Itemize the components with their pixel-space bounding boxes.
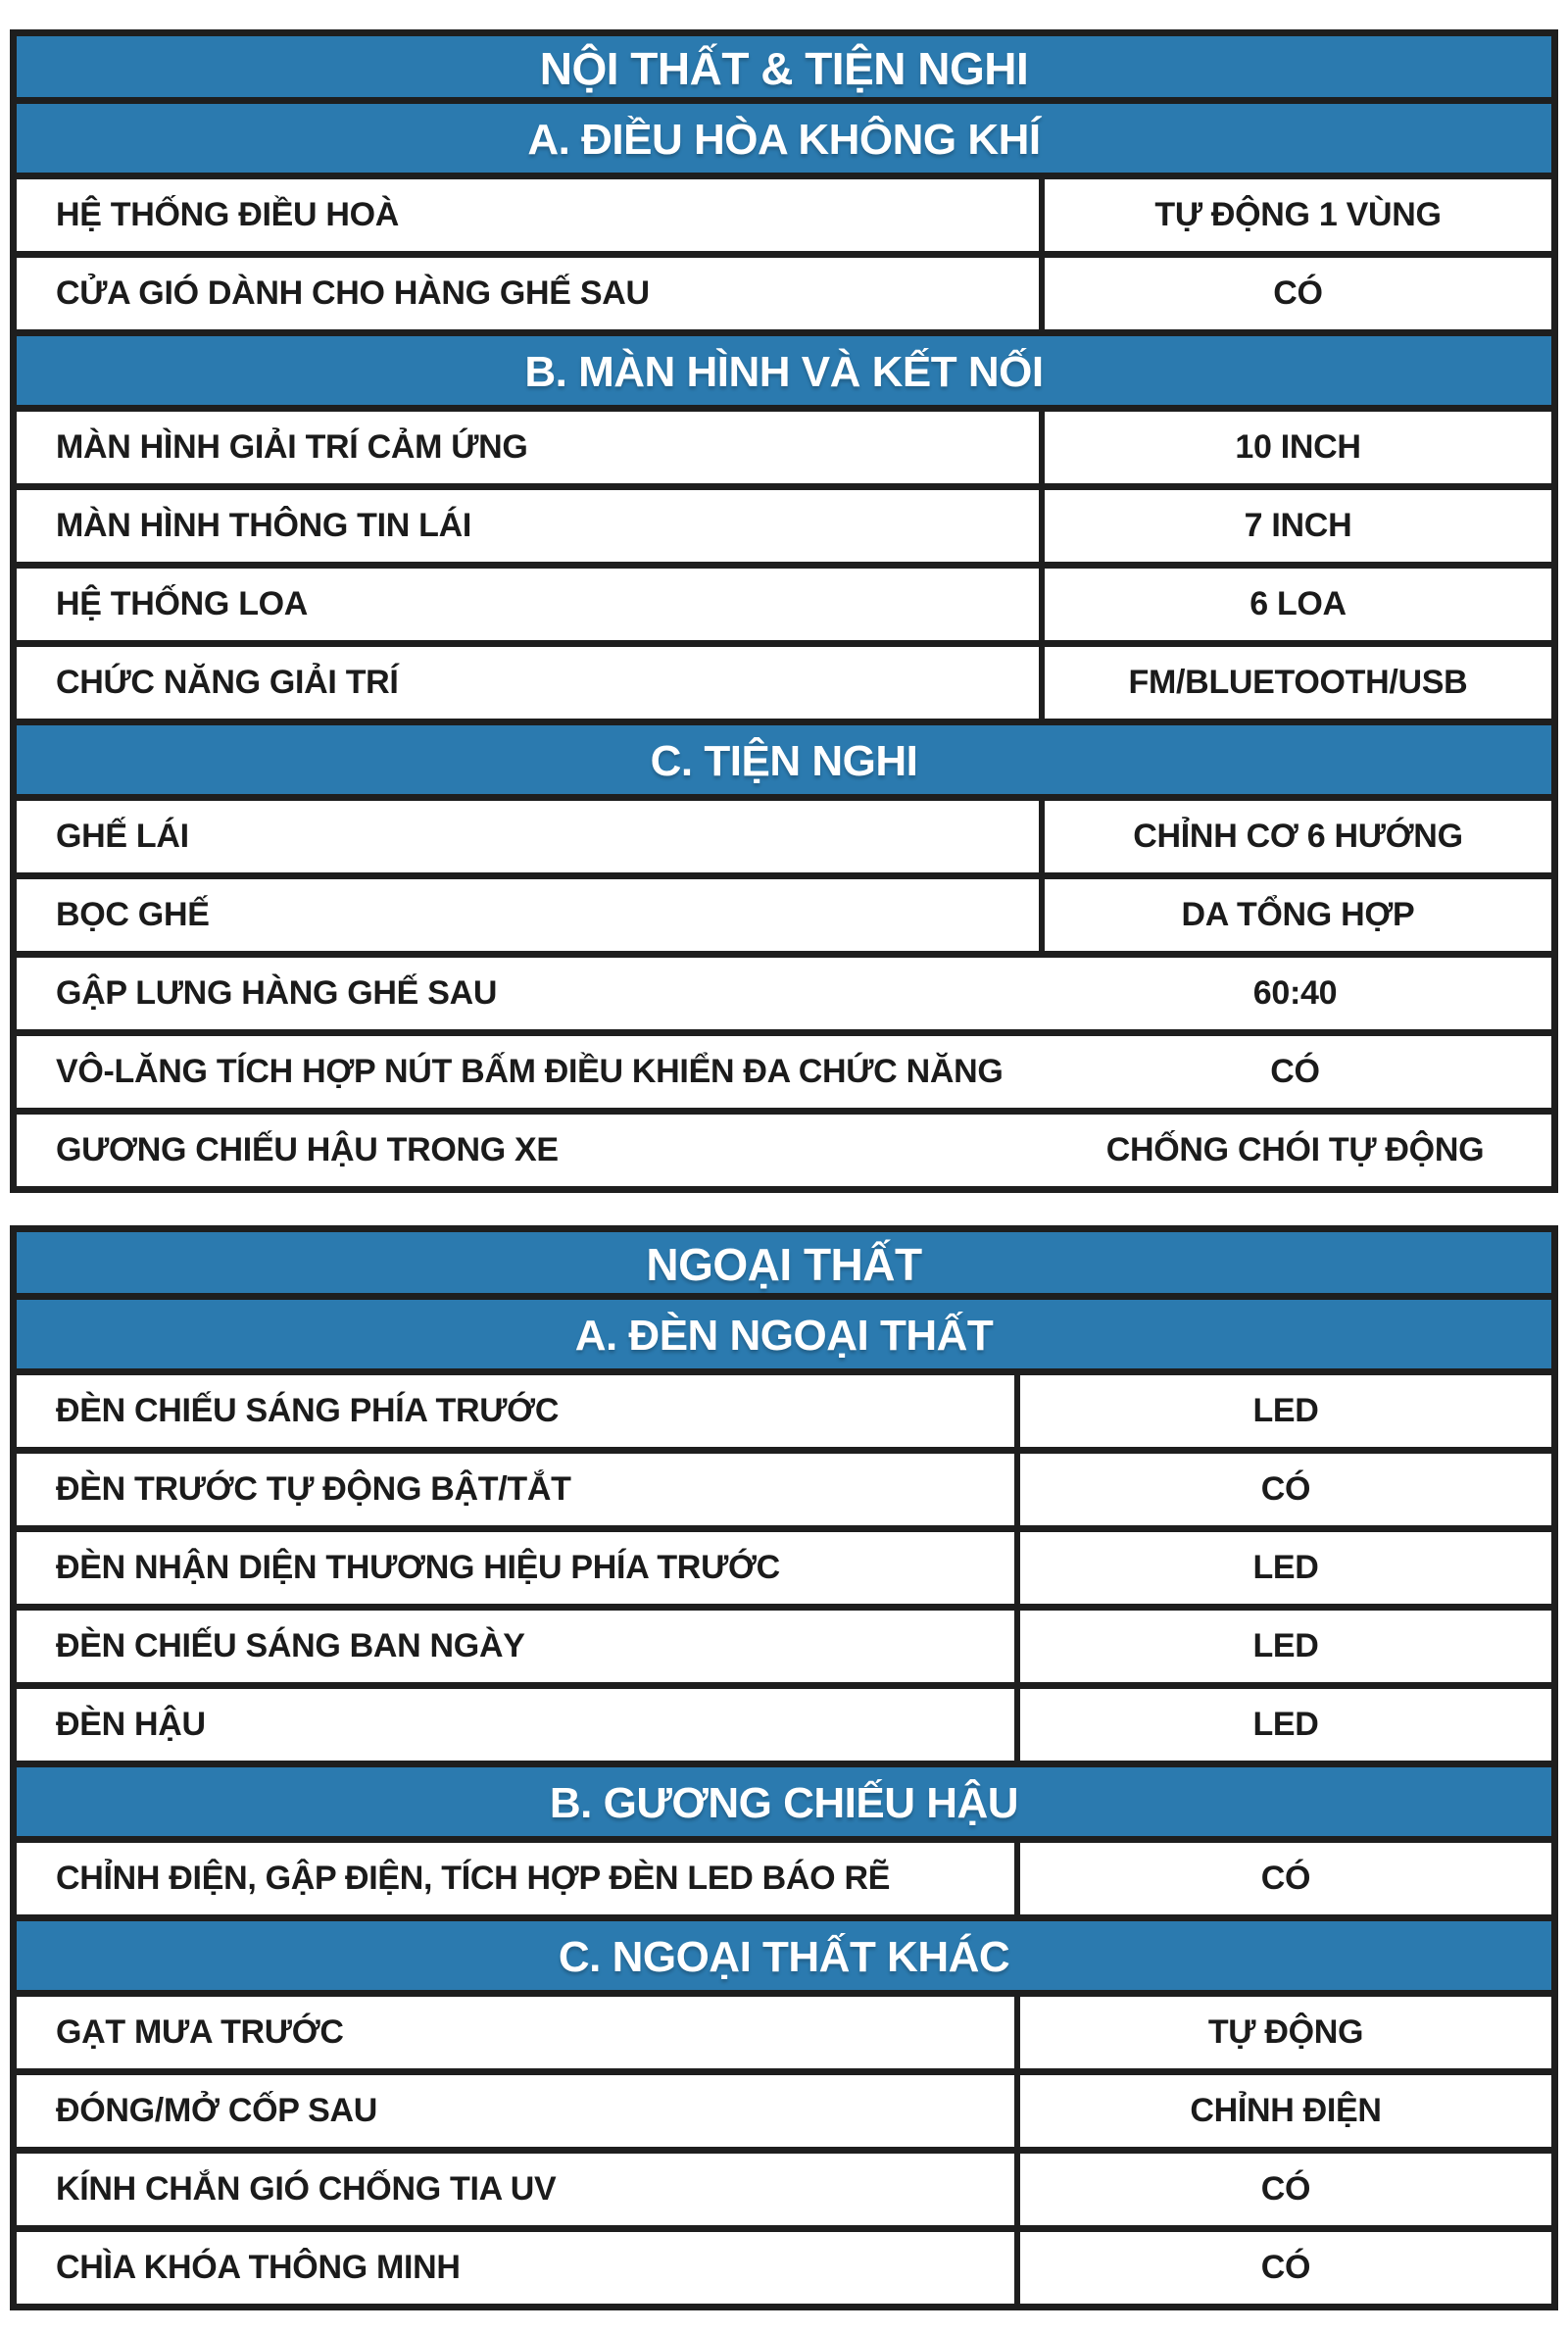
spec-row: KÍNH CHẮN GIÓ CHỐNG TIA UV CÓ: [17, 2154, 1551, 2232]
spec-row: VÔ-LĂNG TÍCH HỢP NÚT BẤM ĐIỀU KHIỂN ĐA C…: [17, 1036, 1551, 1115]
section-heading: A. ĐÈN NGOẠI THẤT: [574, 1312, 994, 1360]
spec-label: CỬA GIÓ DÀNH CHO HÀNG GHẾ SAU: [56, 273, 650, 312]
spec-row: BỌC GHẾ DA TỔNG HỢP: [17, 879, 1551, 958]
interior-comfort-table: NỘI THẤT & TIỆN NGHI A. ĐIỀU HÒA KHÔNG KH…: [10, 29, 1558, 1193]
spec-row: MÀN HÌNH THÔNG TIN LÁI 7 INCH: [17, 490, 1551, 569]
section-header-row: B. MÀN HÌNH VÀ KẾT NỐI: [17, 336, 1551, 412]
spec-label: HỆ THỐNG LOA: [56, 584, 309, 622]
section-heading: C. NGOẠI THẤT KHÁC: [558, 1933, 1010, 1981]
spec-row: ĐÓNG/MỞ CỐP SAU CHỈNH ĐIỆN: [17, 2075, 1551, 2154]
spec-value: CÓ: [1014, 2154, 1551, 2225]
section-heading: B. MÀN HÌNH VÀ KẾT NỐI: [524, 348, 1044, 396]
spec-value: CÓ: [1014, 1454, 1551, 1525]
spec-value: 60:40: [1252, 973, 1338, 1012]
spec-value: 10 INCH: [1039, 412, 1551, 483]
spec-value: LED: [1014, 1532, 1551, 1604]
spec-label: GƯƠNG CHIẾU HẬU TRONG XE: [56, 1130, 559, 1168]
spec-value: CÓ: [1014, 2232, 1551, 2304]
spec-value: CHỐNG CHÓI TỰ ĐỘNG: [1105, 1130, 1485, 1168]
spec-row: CHỨC NĂNG GIẢI TRÍ FM/BLUETOOTH/USB: [17, 647, 1551, 725]
spec-label: MÀN HÌNH THÔNG TIN LÁI: [56, 506, 472, 544]
section-heading: A. ĐIỀU HÒA KHÔNG KHÍ: [527, 116, 1041, 164]
table-title-row: NGOẠI THẤT: [17, 1232, 1551, 1300]
spec-label: ĐÈN TRƯỚC TỰ ĐỘNG BẬT/TẮT: [56, 1469, 571, 1508]
spec-label: VÔ-LĂNG TÍCH HỢP NÚT BẤM ĐIỀU KHIỂN ĐA C…: [56, 1052, 1004, 1090]
section-heading: C. TIỆN NGHI: [650, 737, 918, 785]
spec-value: CHỈNH CƠ 6 HƯỚNG: [1039, 801, 1551, 872]
spec-label: ĐÈN CHIẾU SÁNG BAN NGÀY: [56, 1626, 525, 1664]
section-header-row: B. GƯƠNG CHIẾU HẬU: [17, 1767, 1551, 1843]
spec-label: MÀN HÌNH GIẢI TRÍ CẢM ỨNG: [56, 427, 528, 466]
spec-value: CÓ: [1014, 1843, 1551, 1914]
spec-value: CÓ: [1039, 258, 1551, 329]
spec-row: HỆ THỐNG ĐIỀU HOÀ TỰ ĐỘNG 1 VÙNG: [17, 179, 1551, 258]
table-title: NGOẠI THẤT: [646, 1239, 922, 1290]
spec-row: CHÌA KHÓA THÔNG MINH CÓ: [17, 2232, 1551, 2304]
spec-row: CHỈNH ĐIỆN, GẬP ĐIỆN, TÍCH HỢP ĐÈN LED B…: [17, 1843, 1551, 1921]
spec-label: ĐÈN HẬU: [56, 1705, 206, 1743]
table-title-row: NỘI THẤT & TIỆN NGHI: [17, 36, 1551, 104]
spec-value: 7 INCH: [1039, 490, 1551, 562]
spec-row: ĐÈN CHIẾU SÁNG BAN NGÀY LED: [17, 1611, 1551, 1689]
spec-label: GẠT MƯA TRƯỚC: [56, 2012, 344, 2051]
spec-row: HỆ THỐNG LOA 6 LOA: [17, 569, 1551, 647]
spec-row: GƯƠNG CHIẾU HẬU TRONG XE CHỐNG CHÓI TỰ ĐỘ…: [17, 1115, 1551, 1186]
spec-row: GẠT MƯA TRƯỚC TỰ ĐỘNG: [17, 1997, 1551, 2075]
spec-label: BỌC GHẾ: [56, 895, 210, 933]
spec-label: CHỨC NĂNG GIẢI TRÍ: [56, 663, 399, 701]
spec-value: TỰ ĐỘNG: [1014, 1997, 1551, 2068]
spec-label: KÍNH CHẮN GIÓ CHỐNG TIA UV: [56, 2169, 557, 2208]
table-title: NỘI THẤT & TIỆN NGHI: [539, 43, 1029, 94]
section-header-row: A. ĐÈN NGOẠI THẤT: [17, 1300, 1551, 1375]
spec-value: DA TỔNG HỢP: [1039, 879, 1551, 951]
spec-row: GHẾ LÁI CHỈNH CƠ 6 HƯỚNG: [17, 801, 1551, 879]
section-header-row: C. NGOẠI THẤT KHÁC: [17, 1921, 1551, 1997]
spec-label: HỆ THỐNG ĐIỀU HOÀ: [56, 195, 400, 233]
spec-sheet: NỘI THẤT & TIỆN NGHI A. ĐIỀU HÒA KHÔNG KH…: [10, 29, 1558, 2310]
spec-row: CỬA GIÓ DÀNH CHO HÀNG GHẾ SAU CÓ: [17, 258, 1551, 336]
spec-label: CHÌA KHÓA THÔNG MINH: [56, 2248, 461, 2286]
spec-row: ĐÈN TRƯỚC TỰ ĐỘNG BẬT/TẮT CÓ: [17, 1454, 1551, 1532]
section-header-row: C. TIỆN NGHI: [17, 725, 1551, 801]
spec-value: TỰ ĐỘNG 1 VÙNG: [1039, 179, 1551, 251]
spec-row: ĐÈN NHẬN DIỆN THƯƠNG HIỆU PHÍA TRƯỚC LED: [17, 1532, 1551, 1611]
spec-label: ĐÓNG/MỞ CỐP SAU: [56, 2091, 378, 2129]
spec-value: LED: [1014, 1375, 1551, 1447]
section-heading: B. GƯƠNG CHIẾU HẬU: [549, 1779, 1019, 1827]
spec-row: ĐÈN HẬU LED: [17, 1689, 1551, 1767]
spec-value: LED: [1014, 1611, 1551, 1682]
spec-label: GHẾ LÁI: [56, 817, 189, 855]
spec-value: LED: [1014, 1689, 1551, 1761]
spec-row: GẬP LƯNG HÀNG GHẾ SAU 60:40: [17, 958, 1551, 1036]
spec-value: CHỈNH ĐIỆN: [1014, 2075, 1551, 2147]
spec-row: MÀN HÌNH GIẢI TRÍ CẢM ỨNG 10 INCH: [17, 412, 1551, 490]
exterior-table: NGOẠI THẤT A. ĐÈN NGOẠI THẤT ĐÈN CHIẾU SÁN…: [10, 1225, 1558, 2310]
spec-label: CHỈNH ĐIỆN, GẬP ĐIỆN, TÍCH HỢP ĐÈN LED B…: [56, 1859, 891, 1897]
spec-value: FM/BLUETOOTH/USB: [1039, 647, 1551, 719]
spec-label: ĐÈN CHIẾU SÁNG PHÍA TRƯỚC: [56, 1391, 560, 1429]
spec-label: GẬP LƯNG HÀNG GHẾ SAU: [56, 973, 498, 1012]
spec-row: ĐÈN CHIẾU SÁNG PHÍA TRƯỚC LED: [17, 1375, 1551, 1454]
section-header-row: A. ĐIỀU HÒA KHÔNG KHÍ: [17, 104, 1551, 179]
spec-value: CÓ: [1270, 1052, 1320, 1090]
spec-value: 6 LOA: [1039, 569, 1551, 640]
spec-label: ĐÈN NHẬN DIỆN THƯƠNG HIỆU PHÍA TRƯỚC: [56, 1548, 780, 1586]
